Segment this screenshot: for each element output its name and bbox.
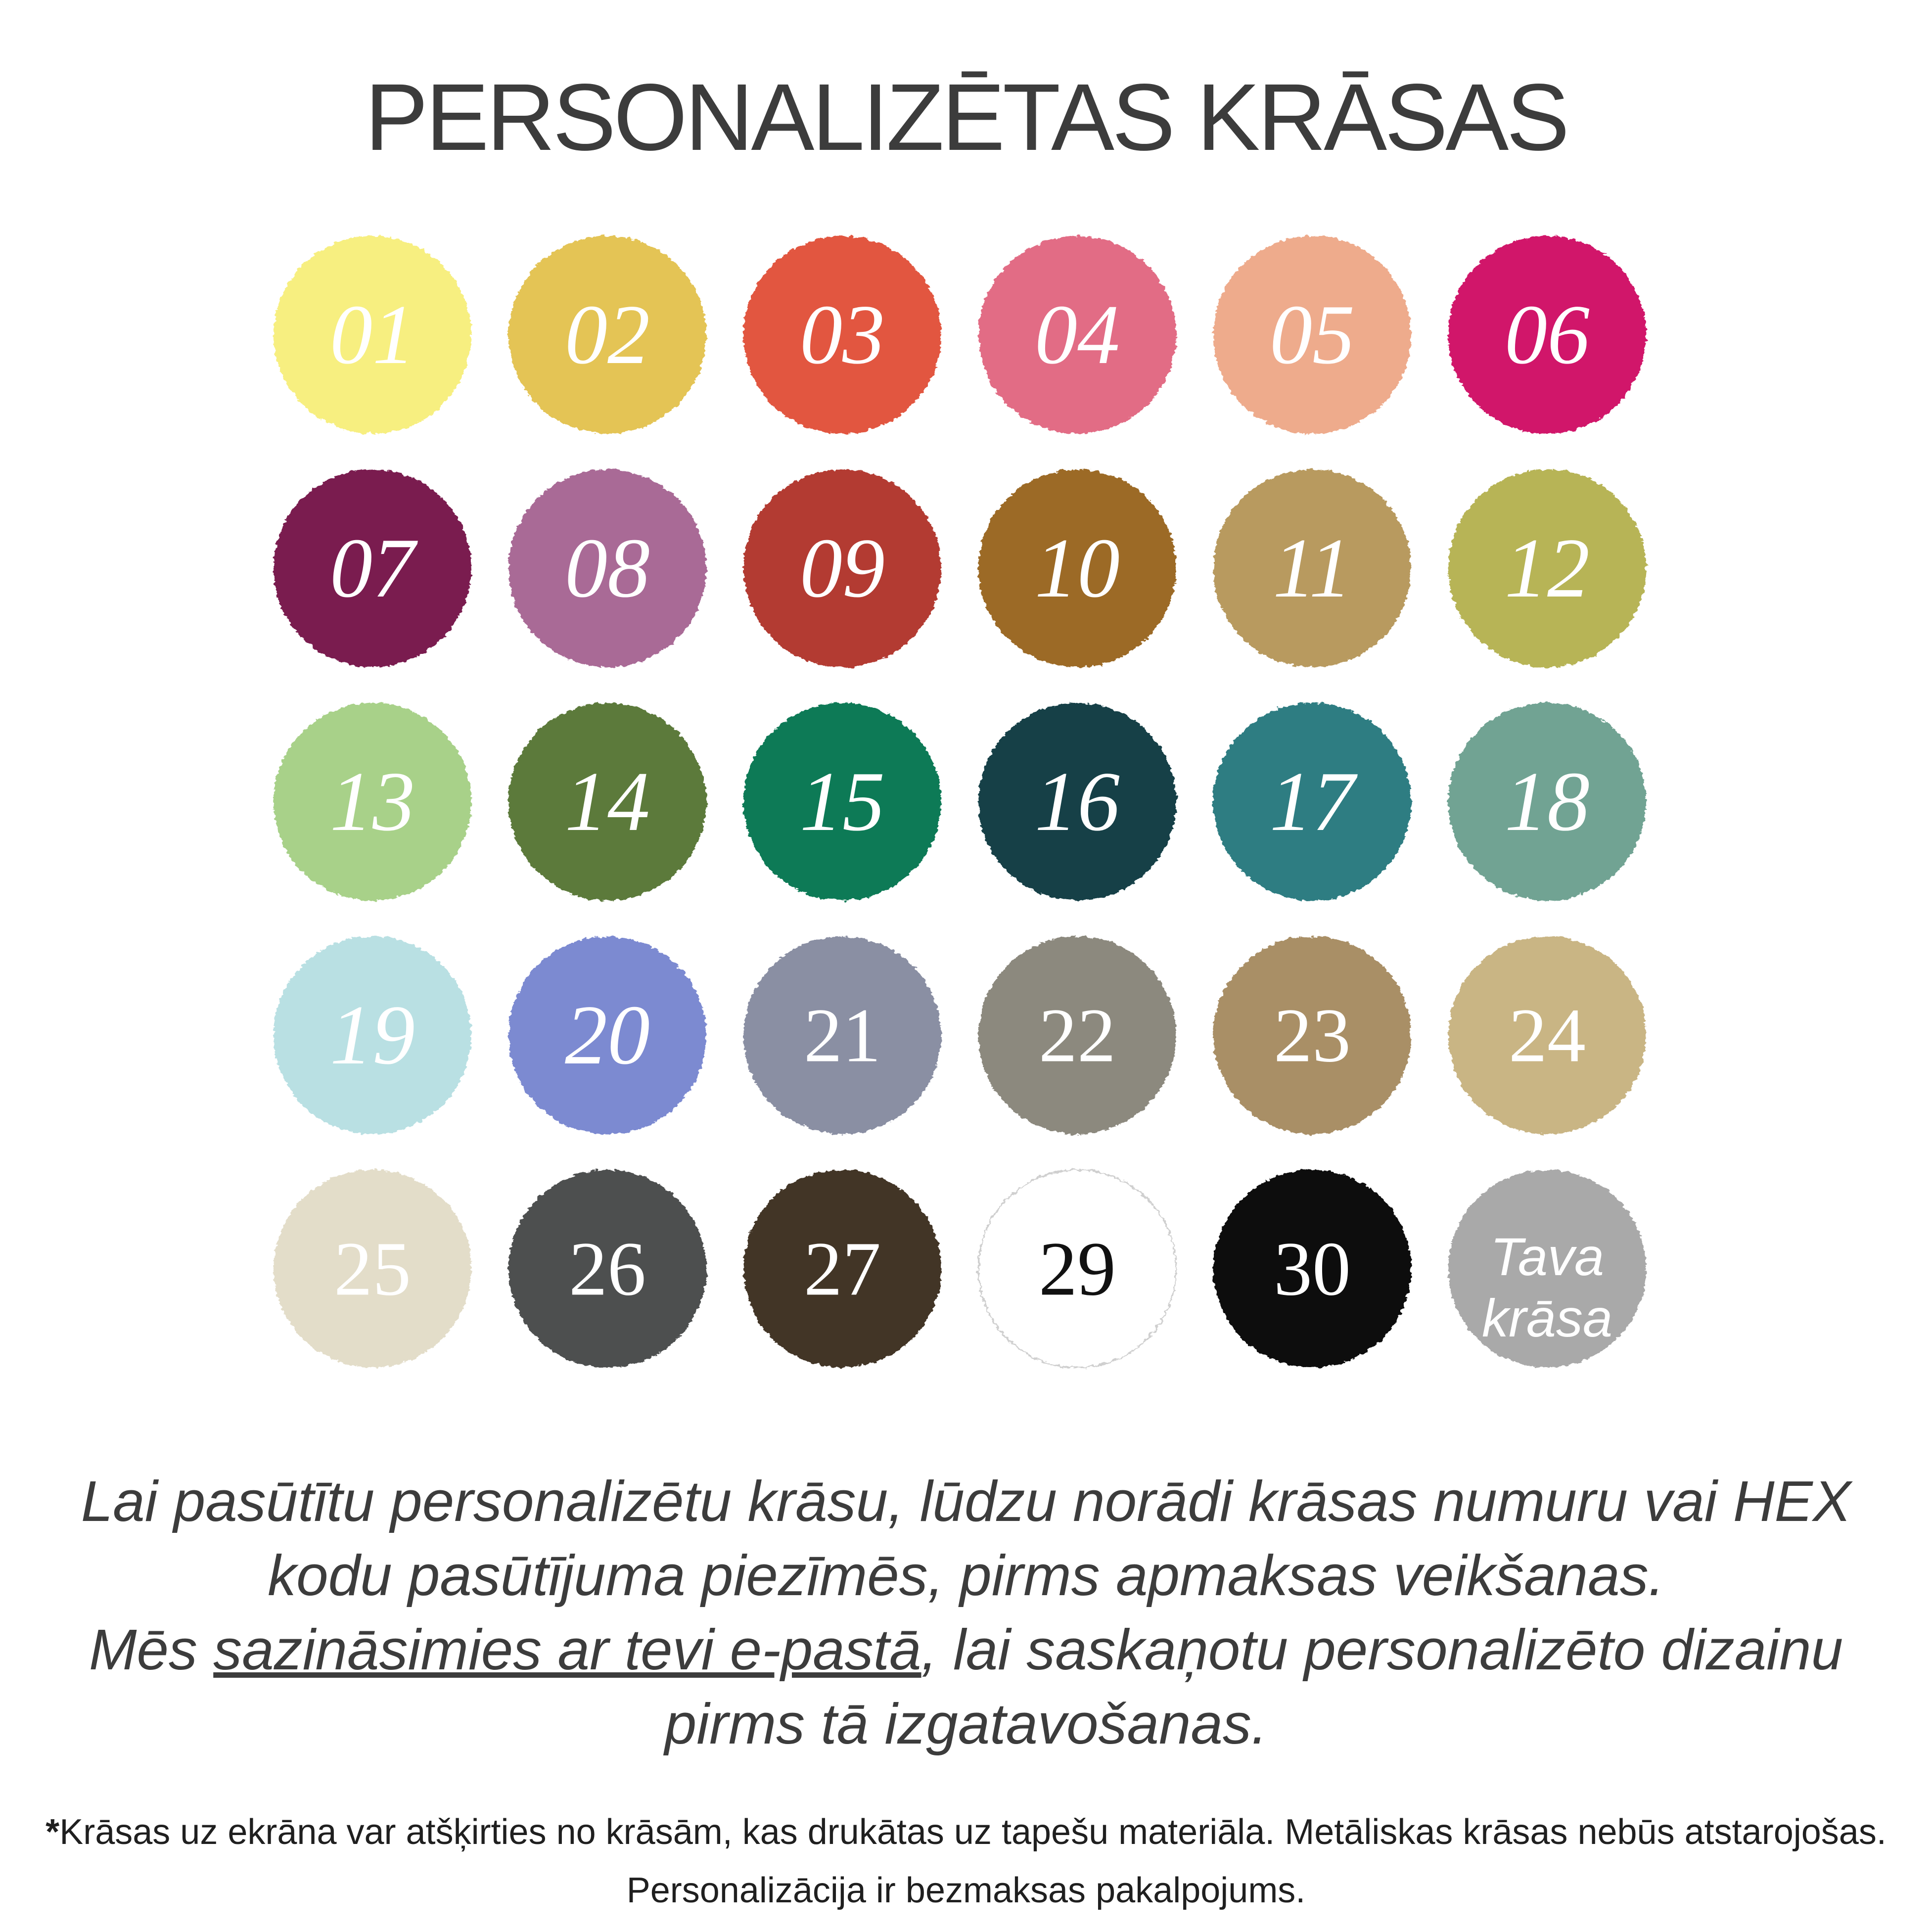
svg-text:10: 10 [1035, 521, 1120, 615]
svg-text:05: 05 [1270, 288, 1355, 382]
svg-text:15: 15 [800, 755, 885, 849]
svg-text:27: 27 [804, 1226, 881, 1312]
svg-text:14: 14 [565, 755, 650, 849]
svg-text:24: 24 [1509, 993, 1586, 1078]
svg-text:25: 25 [334, 1226, 411, 1312]
svg-text:04: 04 [1035, 288, 1120, 382]
svg-text:01: 01 [330, 288, 415, 382]
svg-text:08: 08 [565, 521, 650, 615]
svg-text:06: 06 [1505, 288, 1590, 382]
svg-text:09: 09 [800, 521, 885, 615]
svg-text:16: 16 [1035, 755, 1120, 849]
svg-text:21: 21 [804, 993, 881, 1078]
svg-text:23: 23 [1274, 993, 1351, 1078]
svg-text:02: 02 [565, 288, 650, 382]
svg-text:11: 11 [1273, 521, 1351, 615]
svg-text:13: 13 [330, 755, 415, 849]
svg-text:26: 26 [569, 1226, 646, 1312]
svg-text:12: 12 [1505, 521, 1590, 615]
svg-text:19: 19 [330, 988, 415, 1082]
svg-text:30: 30 [1274, 1226, 1351, 1312]
svg-text:07: 07 [330, 521, 418, 615]
svg-text:18: 18 [1505, 755, 1590, 849]
svg-text:20: 20 [565, 988, 650, 1082]
svg-text:22: 22 [1039, 993, 1116, 1078]
svg-text:03: 03 [800, 288, 885, 382]
svg-text:29: 29 [1039, 1226, 1116, 1312]
svg-text:17: 17 [1270, 755, 1358, 849]
